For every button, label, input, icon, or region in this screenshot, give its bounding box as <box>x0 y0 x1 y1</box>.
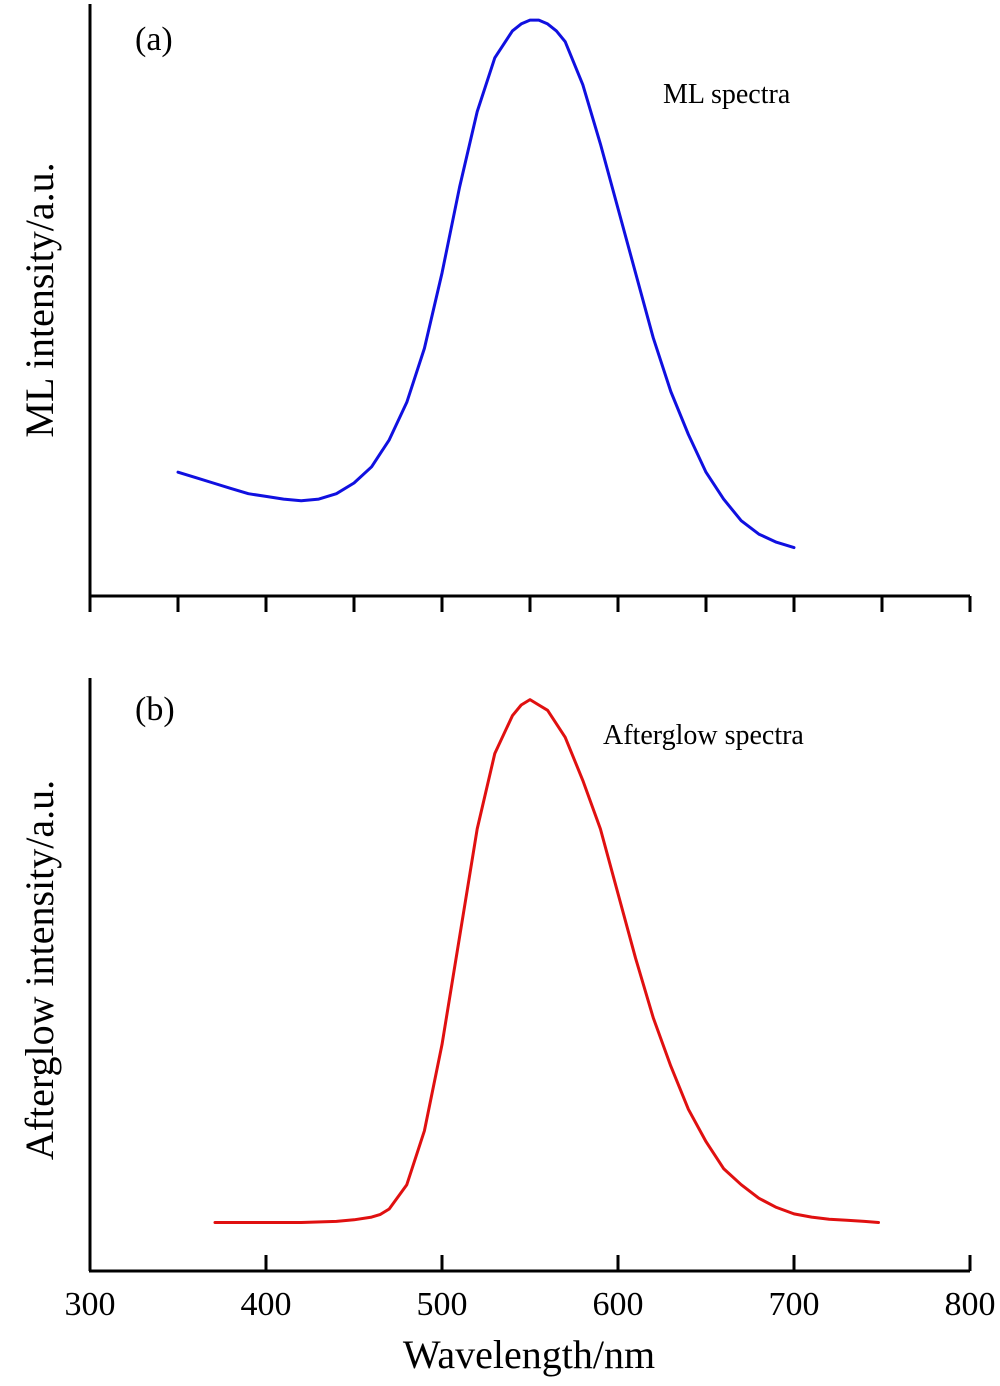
x-tick-label: 500 <box>417 1286 468 1323</box>
panel-a-chart: (a) ML spectra ML intensity/a.u. <box>17 4 972 612</box>
panel-a-x-ticks <box>88 596 972 612</box>
x-tick-label: 400 <box>241 1286 292 1323</box>
panel-b-x-ticks: 300 400 500 600 700 800 <box>65 1255 996 1323</box>
panel-a-label: (a) <box>135 21 173 58</box>
panel-b-y-axis-title: Afterglow intensity/a.u. <box>17 780 62 1160</box>
panel-a-y-axis-title: ML intensity/a.u. <box>17 162 62 437</box>
x-axis-title: Wavelength/nm <box>403 1332 655 1377</box>
panel-a-annotation: ML spectra <box>663 79 791 110</box>
panel-b-label: (b) <box>135 691 175 728</box>
x-tick-label: 600 <box>593 1286 644 1323</box>
panel-b-afterglow-curve <box>213 698 880 1224</box>
x-tick-label: 800 <box>945 1286 996 1323</box>
x-tick-label: 300 <box>65 1286 116 1323</box>
x-tick-label: 700 <box>769 1286 820 1323</box>
panel-b-annotation: Afterglow spectra <box>603 720 804 751</box>
panel-a-ml-curve <box>176 18 796 550</box>
panel-b-chart: 300 400 500 600 700 800 (b) Afterglow spectra… <box>17 678 996 1377</box>
